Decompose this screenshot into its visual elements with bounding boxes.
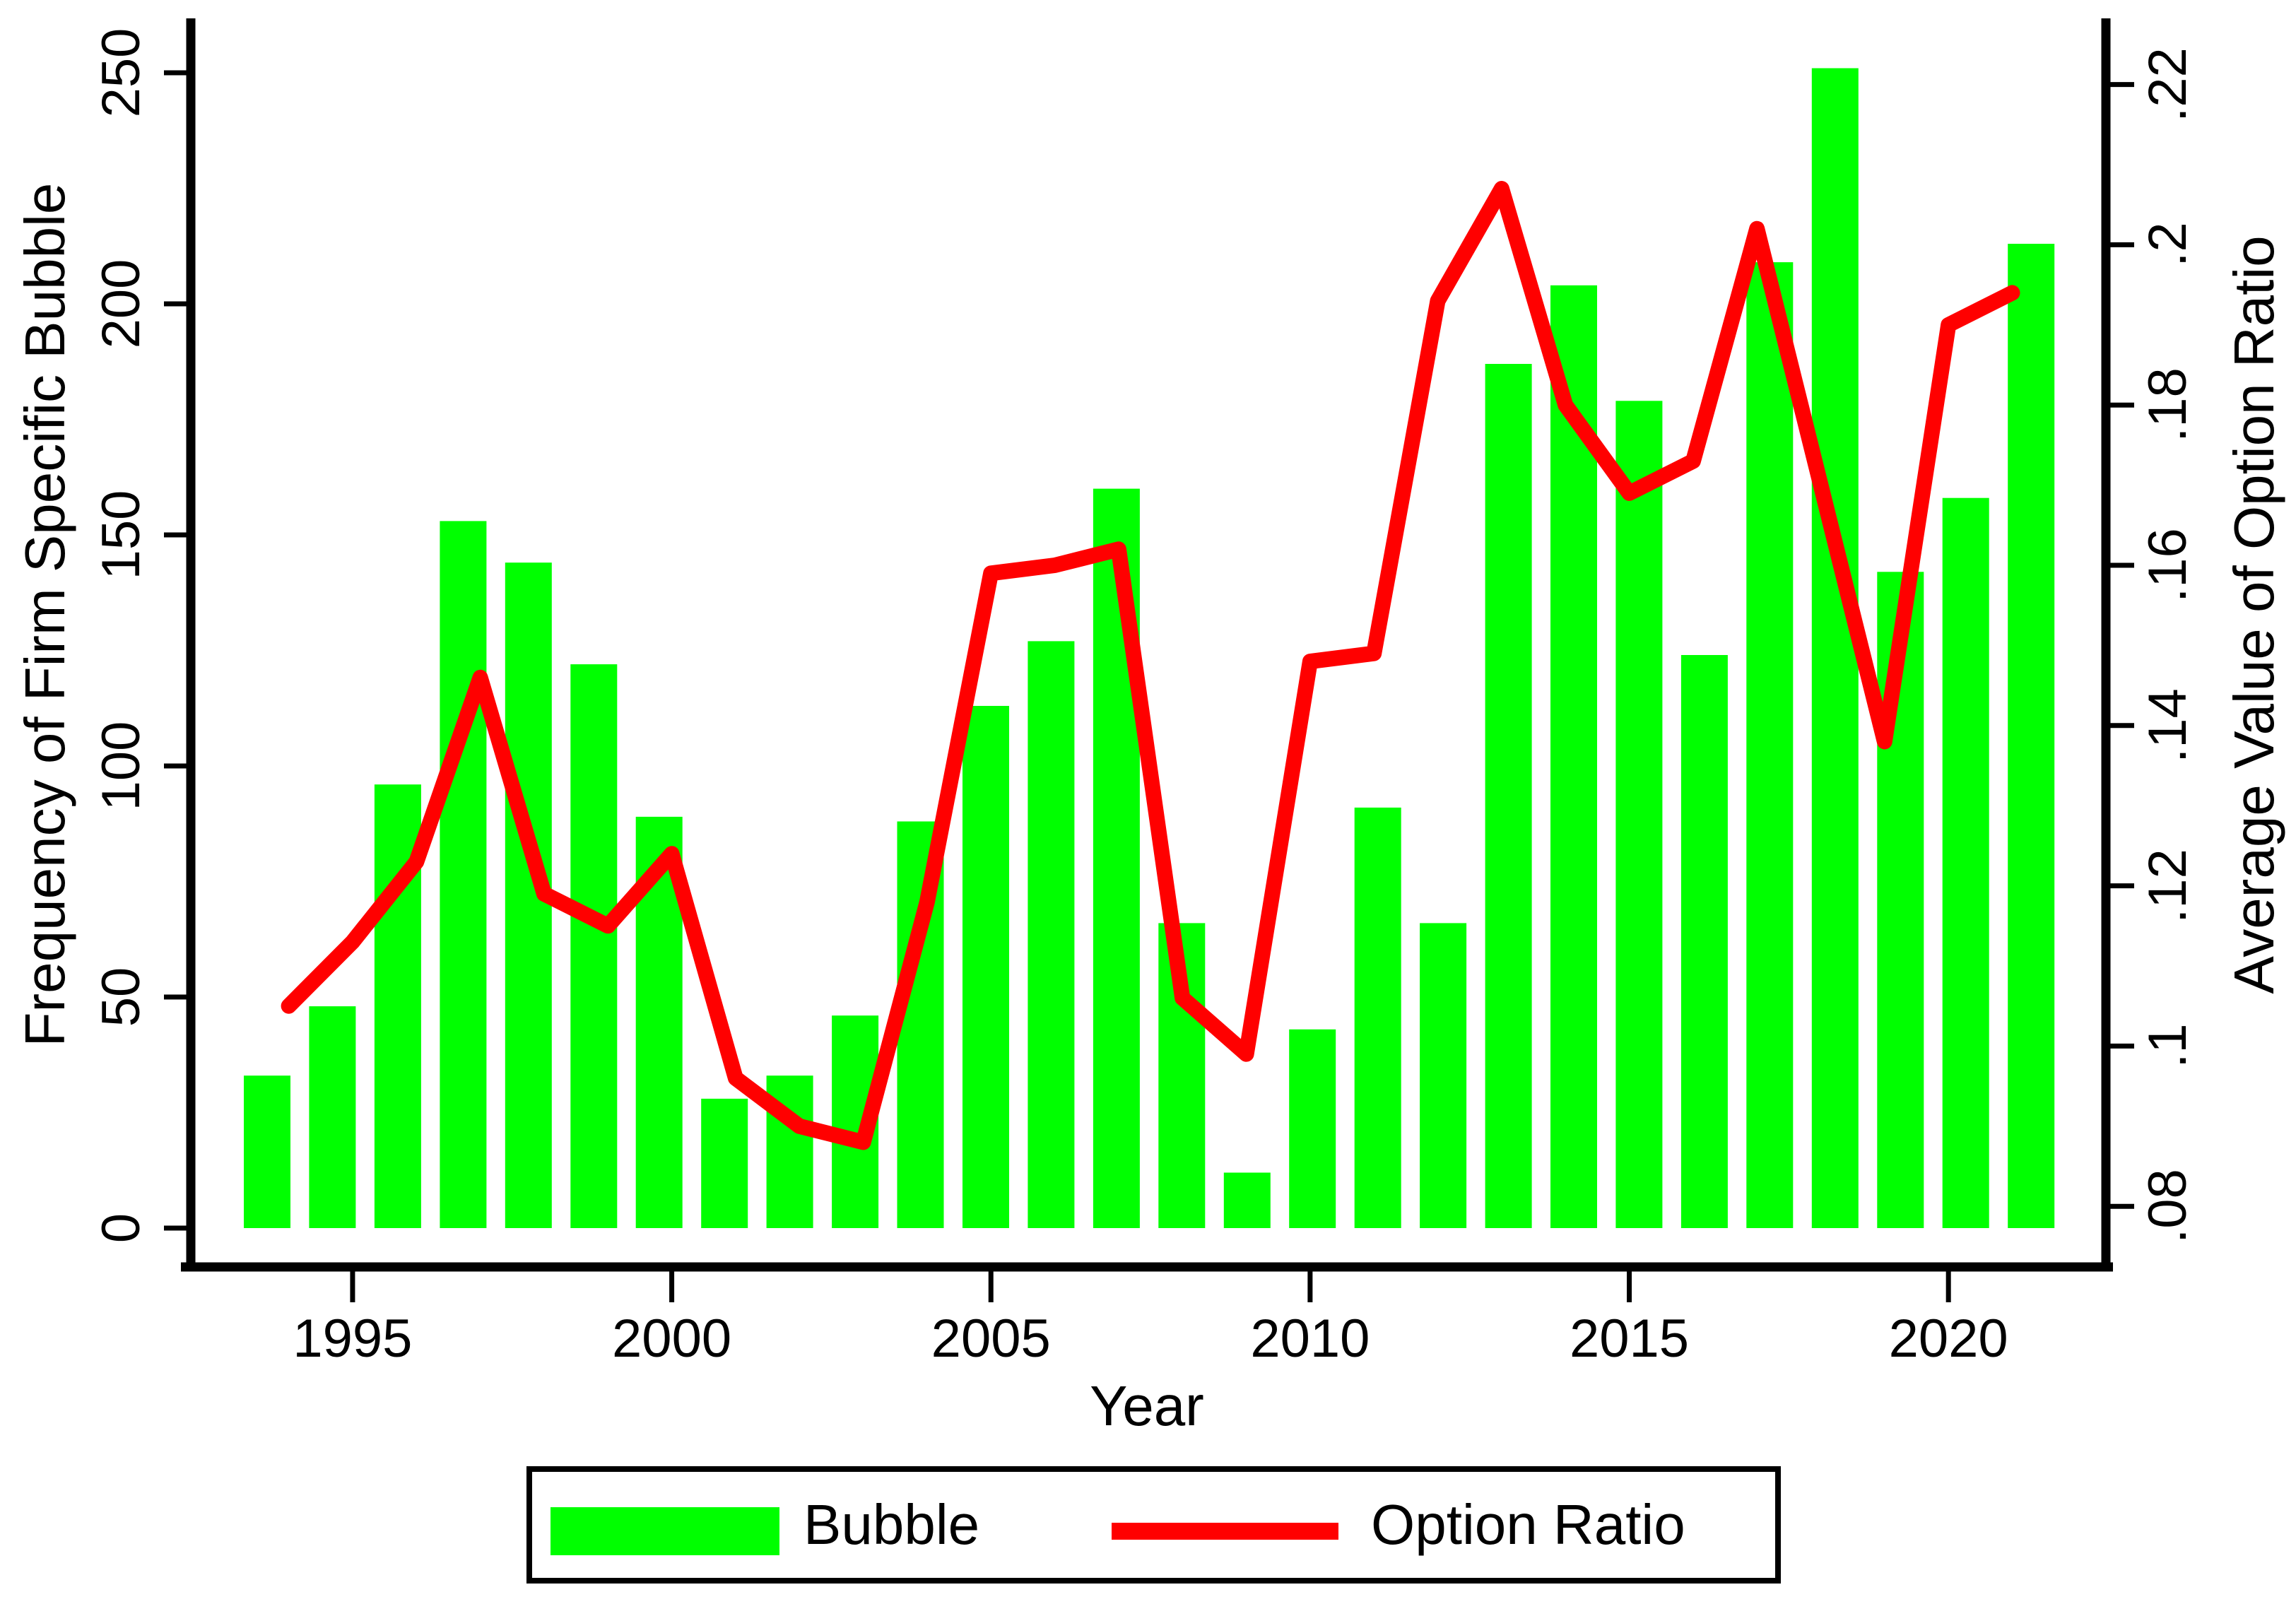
bar-2013 [1485,364,1532,1228]
bar-2006 [1028,641,1075,1228]
bar-1999 [570,664,618,1228]
bar-2005 [962,706,1009,1228]
bar-1995 [309,1006,356,1228]
y-right-tick-label-.14: .14 [2138,688,2198,763]
y-left-tick-label-250: 250 [91,28,151,118]
bar-2017 [1746,262,1794,1229]
y-left-tick-label-0: 0 [91,1213,151,1244]
y-right-tick-label-.2: .2 [2138,222,2198,268]
bar-2011 [1354,807,1401,1228]
bar-2012 [1420,923,1467,1228]
y-right-tick-label-.22: .22 [2138,47,2198,122]
legend-bubble-swatch [551,1507,779,1555]
right-axis-title: Average Value of Option Ratio [2223,235,2285,994]
y-right-tick-label-.16: .16 [2138,528,2198,603]
y-left-tick-label-50: 50 [91,967,151,1027]
x-tick-label-2005: 2005 [931,1309,1051,1369]
bar-2020 [1942,497,1989,1229]
x-tick-label-2015: 2015 [1569,1309,1690,1369]
y-right-tick-label-.1: .1 [2138,1023,2198,1069]
y-left-tick-label-100: 100 [91,721,151,811]
legend-option-ratio-line-icon [1112,1523,1338,1540]
x-tick-label-2020: 2020 [1888,1309,2008,1369]
x-tick-label-1995: 1995 [293,1309,413,1369]
axes [164,18,2134,1302]
bar-2001 [701,1098,748,1228]
option-ratio-polyline [281,181,2020,1150]
x-axis-title: Year [1090,1374,1204,1437]
legend-bubble-label: Bubble [803,1493,980,1556]
y-right-tick-label-.12: .12 [2138,848,2198,924]
bar-2010 [1289,1029,1336,1228]
bar-1997 [440,521,487,1228]
x-tick-label-2000: 2000 [612,1309,732,1369]
legend-option-ratio-label: Option Ratio [1371,1493,1685,1556]
legend: Bubble Option Ratio [526,1466,1781,1584]
y-left-tick-label-200: 200 [91,259,151,349]
option-ratio-line [281,181,2020,1150]
bar-1994 [244,1075,290,1228]
bar-2009 [1223,1172,1271,1228]
left-axis-title: Frequency of Firm Specific Bubble [13,182,76,1047]
bar-2016 [1680,655,1728,1228]
bar-2018 [1811,68,1859,1228]
bar-2015 [1615,401,1663,1228]
bubble-bars [244,68,2055,1229]
bar-2021 [2008,244,2055,1228]
y-right-tick-label-.08: .08 [2138,1169,2198,1244]
x-tick-label-2010: 2010 [1250,1309,1370,1369]
y-right-tick-label-.18: .18 [2138,367,2198,443]
y-left-tick-label-150: 150 [91,490,151,580]
